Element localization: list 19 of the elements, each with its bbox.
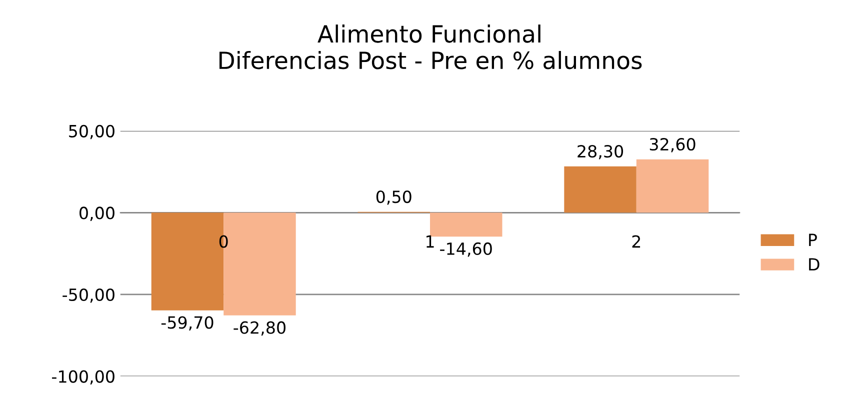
legend-label: D xyxy=(809,258,820,270)
legend-label: P xyxy=(809,234,817,246)
y-tick-label: 50,00 xyxy=(69,124,114,140)
data-label: -14,60 xyxy=(440,242,492,257)
bar xyxy=(636,159,709,213)
x-tick-label: 2 xyxy=(632,235,640,248)
x-tick-label: 0 xyxy=(219,235,228,248)
y-tick-label: -50,00 xyxy=(62,288,114,303)
bar xyxy=(564,166,636,213)
chart-title: Alimento Funcional Diferencias Post - Pre en % alumnos xyxy=(220,24,642,70)
data-label: 28,30 xyxy=(578,144,624,160)
x-tick-label: 1 xyxy=(426,235,434,248)
data-label: 0,50 xyxy=(376,190,412,205)
y-tick-label: -100,00 xyxy=(52,370,114,385)
data-label: -59,70 xyxy=(161,316,214,331)
data-label: 32,60 xyxy=(650,138,696,152)
data-label: -62,80 xyxy=(234,321,286,336)
y-tick-label: 0,00 xyxy=(80,206,114,221)
bar xyxy=(430,212,502,237)
